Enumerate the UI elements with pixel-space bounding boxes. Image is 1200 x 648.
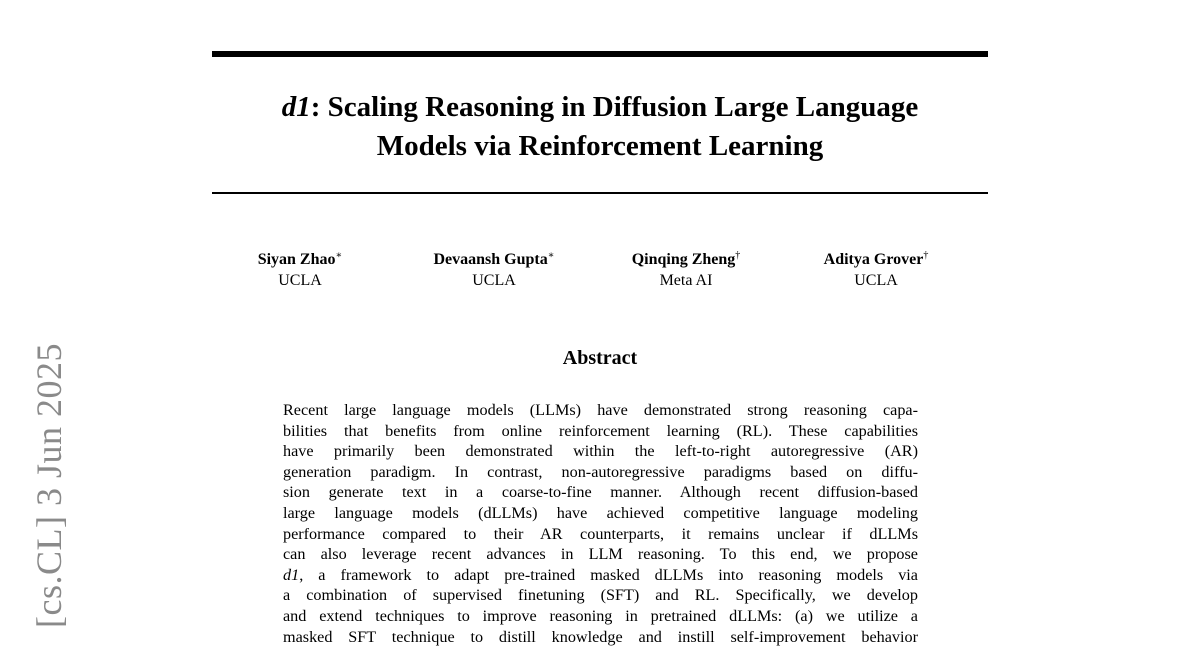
top-rule bbox=[212, 51, 988, 57]
abstract-heading: Abstract bbox=[562, 347, 638, 369]
author-mark: ∗ bbox=[547, 250, 555, 261]
abstract-body: Recent large language models (LLMs) have… bbox=[283, 400, 918, 647]
abstract-italic-d1: d1 bbox=[283, 565, 300, 584]
abstract-line: have primarily been demonstrated within … bbox=[283, 442, 918, 461]
abstract-line: a combination of supervised finetuning (… bbox=[283, 586, 918, 605]
author-mark: ∗ bbox=[335, 250, 343, 261]
abstract-line: generation paradigm. In contrast, non-au… bbox=[283, 462, 918, 481]
author-name: Devaansh Gupta bbox=[433, 251, 548, 268]
paper-title: d1: Scaling Reasoning in Diffusion Large… bbox=[212, 88, 988, 166]
title-line1: : Scaling Reasoning in Diffusion Large L… bbox=[310, 91, 919, 123]
author-affiliation: UCLA bbox=[472, 272, 516, 289]
abstract-line-rest: , a framework to adapt pre-trained maske… bbox=[299, 565, 918, 584]
title-italic-prefix: d1 bbox=[281, 91, 311, 123]
abstract-line: d1, a framework to adapt pre-trained mas… bbox=[283, 565, 918, 586]
author: Devaansh Gupta∗ UCLA bbox=[394, 249, 594, 291]
title-line2: Models via Reinforcement Learning bbox=[376, 130, 824, 162]
arxiv-side-stamp: [cs.CL] 3 Jun 2025 bbox=[29, 343, 69, 628]
author-affiliation: UCLA bbox=[278, 272, 322, 289]
author-mark: † bbox=[923, 250, 929, 261]
abstract-line: Recent large language models (LLMs) have… bbox=[283, 401, 918, 419]
author: Siyan Zhao∗ UCLA bbox=[200, 249, 400, 291]
author-name: Aditya Grover bbox=[823, 251, 924, 268]
author-affiliation: Meta AI bbox=[659, 272, 713, 289]
bottom-rule bbox=[212, 192, 988, 194]
author: Aditya Grover† UCLA bbox=[776, 249, 976, 291]
author: Qinqing Zheng† Meta AI bbox=[586, 249, 786, 291]
abstract-line: performance compared to their AR counter… bbox=[283, 524, 918, 543]
author-name: Qinqing Zheng bbox=[631, 251, 736, 268]
author-mark: † bbox=[735, 250, 741, 261]
author-name: Siyan Zhao bbox=[257, 251, 336, 268]
abstract-line: masked SFT technique to distill knowledg… bbox=[283, 627, 918, 646]
abstract-line: sion generate text in a coarse-to-fine m… bbox=[283, 483, 918, 502]
abstract-line: large language models (dLLMs) have achie… bbox=[283, 503, 918, 522]
abstract-line: and extend techniques to improve reasoni… bbox=[283, 606, 918, 625]
abstract-line: can also leverage recent advances in LLM… bbox=[283, 545, 918, 564]
abstract-line: bilities that benefits from online reinf… bbox=[283, 421, 918, 440]
author-affiliation: UCLA bbox=[854, 272, 898, 289]
